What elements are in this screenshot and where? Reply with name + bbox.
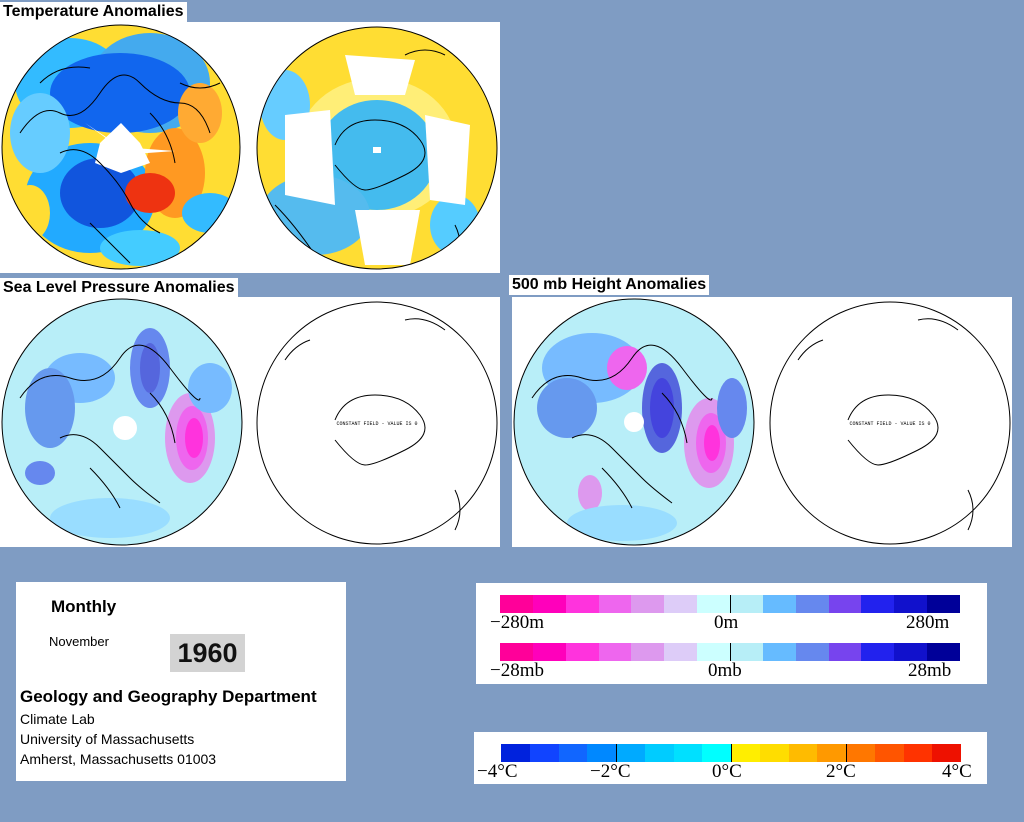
height-scale-max-label: 280m — [906, 612, 950, 633]
pressure-scale-swatch — [894, 643, 928, 661]
pressure-scale-swatch — [664, 643, 698, 661]
temperature-scale-label: −4°C — [477, 761, 518, 782]
pressure-scale-swatch — [598, 643, 632, 661]
pressure-scale-swatch — [631, 643, 665, 661]
temperature-scale-swatch — [558, 744, 588, 762]
height-scale-swatch — [532, 595, 566, 613]
pressure-scale-swatch — [565, 643, 599, 661]
slp-title: Sea Level Pressure Anomalies — [0, 278, 238, 298]
pressure-scale-swatch — [828, 643, 862, 661]
height-scale-swatch — [664, 595, 698, 613]
height-scale-swatch — [697, 595, 731, 613]
height-scale-swatch — [795, 595, 829, 613]
height-scale-min-label: −280m — [490, 612, 544, 633]
temperature-scale-label: 2°C — [826, 761, 856, 782]
temperature-scale-swatch — [731, 744, 760, 762]
height-scale-swatch — [927, 595, 961, 613]
height-scale-swatch — [730, 595, 763, 613]
temperature-scale-swatch — [587, 744, 616, 762]
temperature-scale-swatch — [846, 744, 875, 762]
height-scale-mid-label: 0m — [714, 612, 739, 633]
temperature-scale-swatch — [673, 744, 703, 762]
pressure-scale-swatch — [762, 643, 796, 661]
temperature-scale-swatch — [644, 744, 674, 762]
height-scale-swatch — [500, 595, 533, 613]
temperature-title: Temperature Anomalies — [0, 2, 187, 22]
height-scale-swatch — [631, 595, 665, 613]
pressure-scale-bar — [500, 643, 961, 661]
month-label: November — [49, 634, 109, 649]
height-scale-swatch — [598, 595, 632, 613]
height500-south-hemisphere-map: CONSTANT FIELD - VALUE IS 0 — [768, 300, 1012, 546]
temperature-scale-swatch — [903, 744, 933, 762]
height-scale-swatch — [565, 595, 599, 613]
university-label: University of Massachusetts — [20, 731, 195, 747]
temperature-scale-label: −2°C — [590, 761, 631, 782]
pressure-scale-swatch — [697, 643, 731, 661]
height-scale-swatch — [762, 595, 796, 613]
pressure-scale-swatch — [927, 643, 961, 661]
address-label: Amherst, Massachusetts 01003 — [20, 751, 217, 767]
temperature-scale-swatch — [874, 744, 904, 762]
pressure-scale-swatch — [795, 643, 829, 661]
period-label: Monthly — [51, 597, 117, 616]
pressure-scale-min-label: −28mb — [490, 660, 544, 681]
pressure-scale-swatch — [730, 643, 763, 661]
height-scale-bar — [500, 595, 961, 613]
temperature-scale-swatch — [817, 744, 846, 762]
temperature-scale-swatch — [932, 744, 961, 762]
temperature-scale-swatch — [759, 744, 789, 762]
height500-north-hemisphere-map — [512, 298, 756, 546]
temperature-scale-tick — [731, 744, 732, 762]
slp-south-hemisphere-map: CONSTANT FIELD - VALUE IS 0 — [255, 300, 499, 546]
pressure-scale-swatch — [861, 643, 895, 661]
pressure-scale-swatch — [500, 643, 533, 661]
temperature-scale-tick — [846, 744, 847, 762]
temperature-scale-label: 4°C — [942, 761, 972, 782]
height-scale-zero-tick — [730, 595, 731, 613]
height-scale-swatch — [861, 595, 895, 613]
pressure-scale-swatch — [532, 643, 566, 661]
temperature-scale-tick — [616, 744, 617, 762]
temperature-scale-box: −4°C −2°C 0°C 2°C 4°C — [474, 732, 987, 784]
temperature-scale-swatch — [616, 744, 645, 762]
temperature-scale-swatch — [529, 744, 559, 762]
info-box: Monthly November Geology and Geography D… — [16, 582, 346, 781]
temperature-scale-swatch — [788, 744, 818, 762]
temperature-scale-swatch — [501, 744, 530, 762]
anomaly-scale-box: −280m 0m 280m −28mb 0mb 28mb — [476, 583, 987, 684]
year-label: 1960 — [170, 634, 245, 672]
slp-north-hemisphere-map — [0, 298, 244, 546]
temperature-north-hemisphere-map — [0, 23, 242, 271]
lab-label: Climate Lab — [20, 711, 95, 727]
pressure-scale-zero-tick — [730, 643, 731, 661]
temperature-scale-swatch — [702, 744, 731, 762]
temperature-scale-label: 0°C — [712, 761, 742, 782]
height500-constant-field-label: CONSTANT FIELD - VALUE IS 0 — [849, 421, 930, 427]
height-scale-swatch — [894, 595, 928, 613]
height-scale-swatch — [828, 595, 862, 613]
temperature-scale-bar — [501, 744, 961, 762]
pressure-scale-max-label: 28mb — [908, 660, 952, 681]
department-label: Geology and Geography Department — [20, 687, 317, 706]
temperature-south-hemisphere-map — [255, 25, 499, 271]
height500-title: 500 mb Height Anomalies — [509, 275, 710, 295]
slp-constant-field-label: CONSTANT FIELD - VALUE IS 0 — [336, 421, 417, 427]
pressure-scale-mid-label: 0mb — [708, 660, 742, 681]
